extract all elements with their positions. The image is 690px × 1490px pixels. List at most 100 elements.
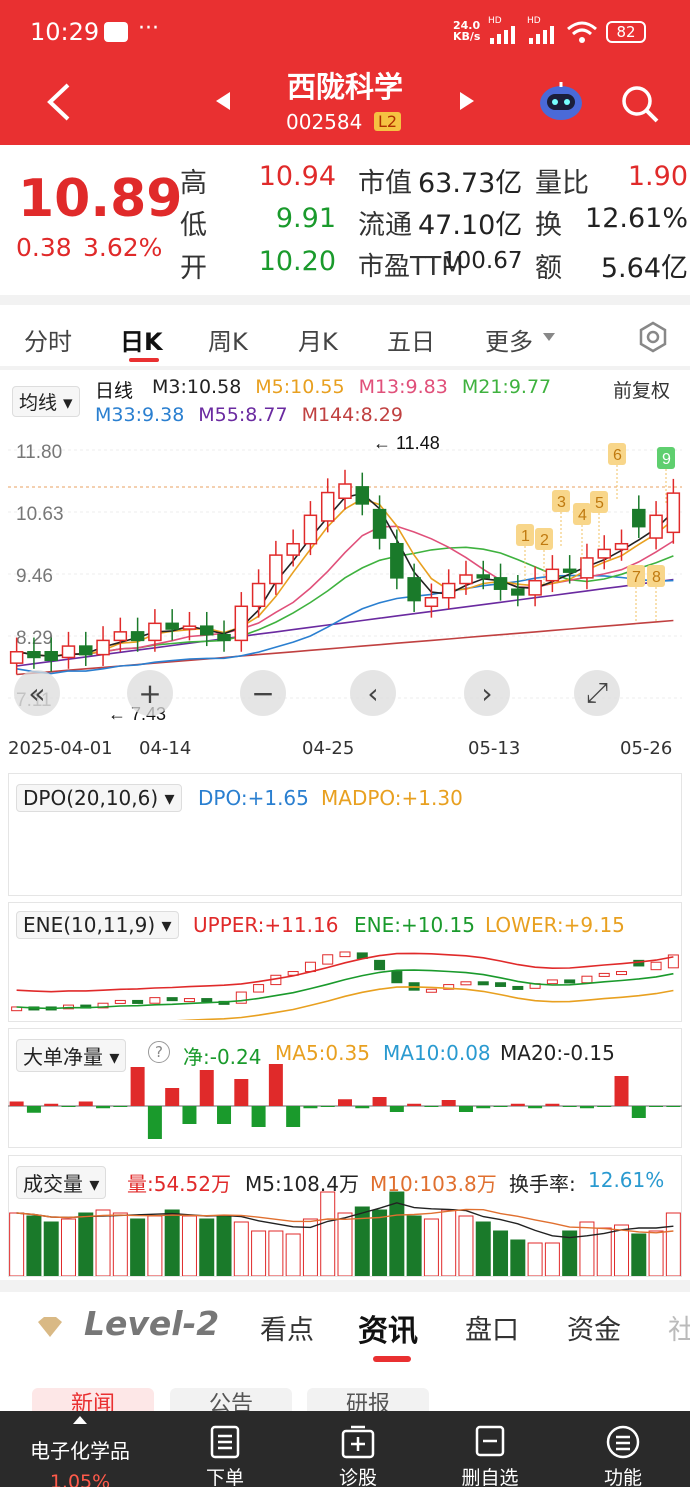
big-order-bar: [666, 1106, 681, 1107]
tab-community[interactable]: 社: [668, 1315, 690, 1346]
sequence-marker-label: 4: [578, 507, 587, 524]
zoom-out-icon[interactable]: −: [240, 670, 286, 716]
tab-intraday[interactable]: 分时: [24, 328, 72, 356]
fast-rewind-icon[interactable]: «: [14, 670, 60, 716]
pan-right-icon[interactable]: ›: [464, 670, 510, 716]
active-tab-indicator: [373, 1356, 411, 1362]
chevron-down-icon: [543, 333, 555, 341]
tab-news[interactable]: 资讯: [358, 1314, 418, 1349]
nav-diagnose[interactable]: 诊股: [298, 1411, 418, 1489]
big-order-bar: [130, 1067, 145, 1106]
dpo-indicator-button[interactable]: DPO(20,10,6) ▾: [16, 784, 182, 812]
tab-five-day[interactable]: 五日: [387, 328, 435, 356]
sequence-marker-label: 5: [595, 495, 604, 512]
sequence-marker: [516, 524, 534, 546]
value-float-cap: 47.10亿: [418, 210, 523, 241]
ma55-line: [16, 578, 674, 667]
volume-bar: [406, 1215, 422, 1276]
tab-more[interactable]: 更多: [485, 328, 533, 356]
tab-weekly-k[interactable]: 周K: [208, 328, 248, 356]
volume-bar: [648, 1230, 664, 1276]
ene-candle: [512, 985, 524, 990]
ma-legend-item: M144:8.29: [301, 404, 403, 426]
candle-body: [234, 605, 249, 642]
tab-monthly-k[interactable]: 月K: [298, 328, 338, 356]
ene-mid-line: [16, 969, 674, 1010]
date-label: 04-14: [139, 738, 192, 759]
nav-remove-watchlist[interactable]: 删自选: [430, 1411, 550, 1489]
pan-left-icon[interactable]: ‹: [350, 670, 396, 716]
big-order-bar: [424, 1106, 439, 1107]
search-icon[interactable]: [620, 84, 660, 124]
volume-button[interactable]: 成交量 ▾: [16, 1166, 107, 1199]
candle-body: [320, 491, 335, 522]
ene-upper-value: UPPER:+11.16: [193, 913, 339, 937]
big-order-button[interactable]: 大单净量 ▾: [16, 1039, 127, 1072]
back-arrow-icon[interactable]: [44, 82, 74, 122]
ma-legend-item: M13:9.83: [358, 376, 448, 398]
price-change: 0.38: [16, 233, 72, 262]
ene-candle: [616, 971, 628, 976]
ma-selector-button[interactable]: 均线 ▾: [12, 386, 80, 417]
sector-change: 1.05%: [49, 1471, 111, 1487]
period-label: 日线: [95, 380, 134, 402]
bottom-nav: 电子化学品 1.05% 下单 诊股 删自选 功能: [0, 1411, 690, 1489]
robot-assistant-icon[interactable]: [538, 80, 584, 122]
volume-bar: [458, 1215, 474, 1276]
order-document-icon: [210, 1425, 240, 1459]
y-tick-label: 10.63: [16, 504, 64, 525]
candle-body: [407, 577, 421, 602]
zoom-in-icon[interactable]: +: [127, 670, 173, 716]
tab-order-book[interactable]: 盘口: [465, 1315, 519, 1346]
tab-highlights[interactable]: 看点: [260, 1315, 314, 1346]
volume-bar: [665, 1212, 681, 1276]
tab-capital[interactable]: 资金: [567, 1315, 621, 1346]
date-label: 05-26: [620, 738, 673, 759]
settings-hexagon-icon[interactable]: [636, 320, 670, 354]
help-icon[interactable]: ?: [148, 1041, 170, 1063]
remove-watchlist-icon: [475, 1425, 505, 1457]
nav-functions[interactable]: 功能: [563, 1411, 683, 1489]
candle-body: [441, 582, 456, 599]
tab-daily-k[interactable]: 日K: [120, 328, 163, 356]
prev-stock-icon[interactable]: [214, 90, 232, 112]
big-order-bar: [476, 1106, 491, 1109]
candle-body: [493, 577, 508, 590]
ene-candle: [667, 954, 679, 969]
volume-bar: [112, 1212, 128, 1276]
ene-upper-line: [16, 952, 674, 993]
big-order-net: 净:-0.24: [183, 1045, 262, 1069]
volume-bar: [43, 1221, 59, 1276]
fullscreen-icon[interactable]: ⤢: [574, 670, 620, 716]
level2-tab[interactable]: Level-2: [84, 1304, 220, 1343]
big-order-bar: [268, 1064, 283, 1106]
candle-body: [355, 486, 370, 505]
adjust-mode-button[interactable]: 前复权: [613, 380, 671, 402]
app-header: 10:29 ··· 24.0 KB/s HD HD 82 西陇科学 002584 …: [0, 0, 690, 145]
volume-bar: [475, 1221, 491, 1276]
candle-body: [580, 557, 594, 579]
big-order-ma5: MA5:0.35: [275, 1041, 370, 1065]
big-order-bar: [26, 1106, 41, 1113]
sequence-marker: [627, 565, 645, 587]
sector-name[interactable]: 电子化学品: [30, 1439, 130, 1463]
ene-candle: [581, 975, 593, 984]
value-high: 10.94: [258, 161, 336, 192]
volume-bar: [164, 1209, 180, 1276]
sequence-marker: [608, 443, 626, 465]
ene-indicator-button[interactable]: ENE(10,11,9) ▾: [16, 911, 179, 939]
ma-legend-item: M21:9.77: [461, 376, 552, 398]
candle-body: [545, 568, 560, 582]
battery-indicator: 82: [606, 21, 646, 43]
big-order-bar: [286, 1106, 301, 1127]
ene-candle: [425, 988, 437, 993]
big-order-bar: [579, 1106, 594, 1109]
big-order-bar: [631, 1106, 646, 1118]
price-change-pct: 3.62%: [83, 233, 163, 262]
quote-panel: 10.89 0.38 3.62% 高 10.94 低 9.91 开 10.20 …: [0, 145, 690, 295]
next-stock-icon[interactable]: [458, 90, 476, 112]
label-low: 低: [180, 210, 207, 241]
ene-candle: [114, 999, 126, 1004]
nav-order[interactable]: 下单: [165, 1411, 285, 1489]
